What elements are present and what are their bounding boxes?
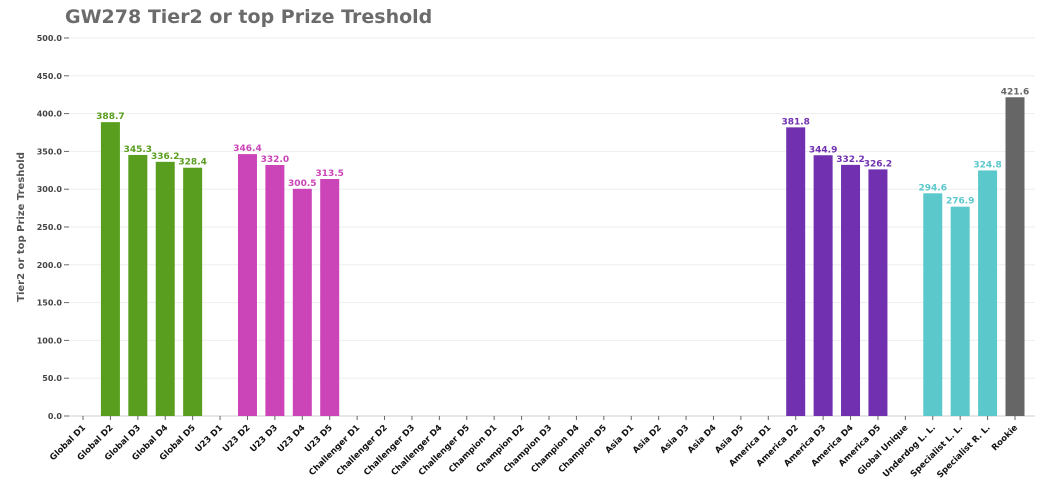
x-tick-label: Rookie [990,423,1020,453]
y-tick-label: 0.0 [48,412,63,421]
bar [128,154,148,417]
data-label: 332.2 [836,155,864,165]
bar [813,155,833,416]
y-tick-label: 300.0 [37,185,63,194]
bar [786,127,806,417]
y-tick-label: 450.0 [37,72,63,81]
y-tick-label: 400.0 [37,110,63,119]
y-axis-title: Tier2 or top Prize Treshold [16,152,27,302]
grid-lines [69,37,1035,417]
x-tick-label: Asia D3 [658,423,691,456]
y-tick-label: 100.0 [37,336,63,345]
data-label: 388.7 [96,112,124,122]
y-tick-label: 200.0 [37,261,63,270]
data-label: 313.5 [315,169,343,179]
y-tick-label: 250.0 [37,223,63,232]
bar [320,178,340,416]
y-axis: 0.0 50.0 100.0 150.0 200.0 250.0 300.0 350.0 400… [37,34,69,421]
y-tick-label: 150.0 [37,299,63,308]
bar [155,161,175,416]
y-tick-label: 50.0 [42,374,62,383]
bar [923,193,943,416]
x-tick-label: Asia D1 [604,423,637,456]
bar [1005,97,1025,417]
data-label: 332.0 [261,155,289,165]
bar [978,170,998,416]
bar [265,165,285,416]
x-tick-label: Champion D5 [557,423,609,475]
x-tick-label: Champion D1 [447,423,499,475]
data-label: 336.2 [151,152,179,162]
data-label: 421.6 [1001,87,1029,97]
x-tick-label: Champion D2 [475,423,527,475]
bar [292,188,312,416]
x-tick-label: Specialist R. L. [935,423,992,480]
data-label: 346.4 [233,144,261,154]
x-tick-label: U23 D1 [194,423,226,455]
bar [237,154,257,417]
data-label: 328.4 [178,158,206,168]
bar [950,206,970,416]
data-label: 381.8 [781,117,809,127]
data-label: 344.9 [809,145,837,155]
x-tick-label: U23 D4 [276,423,308,455]
x-tick-label: Asia D2 [631,423,664,456]
bars [100,97,1025,417]
x-tick-label: U23 D2 [221,423,253,455]
bar [100,122,120,417]
bar [841,164,861,416]
data-label: 276.9 [946,197,974,207]
y-tick-label: 500.0 [37,34,63,43]
data-label: 294.6 [919,183,947,193]
x-tick-label: U23 D3 [248,423,280,455]
y-tick-label: 350.0 [37,147,63,156]
x-tick-label: Asia D4 [686,423,719,456]
bar [868,169,888,416]
x-tick-label: Champion D3 [502,423,554,475]
data-label: 345.3 [124,145,152,155]
bar [183,167,203,416]
chart-title: GW278 Tier2 or top Prize Treshold [65,6,433,28]
data-label: 324.8 [973,160,1001,170]
x-tick-label: Champion D4 [529,423,581,475]
data-label: 326.2 [864,159,892,169]
data-label: 300.5 [288,179,316,189]
